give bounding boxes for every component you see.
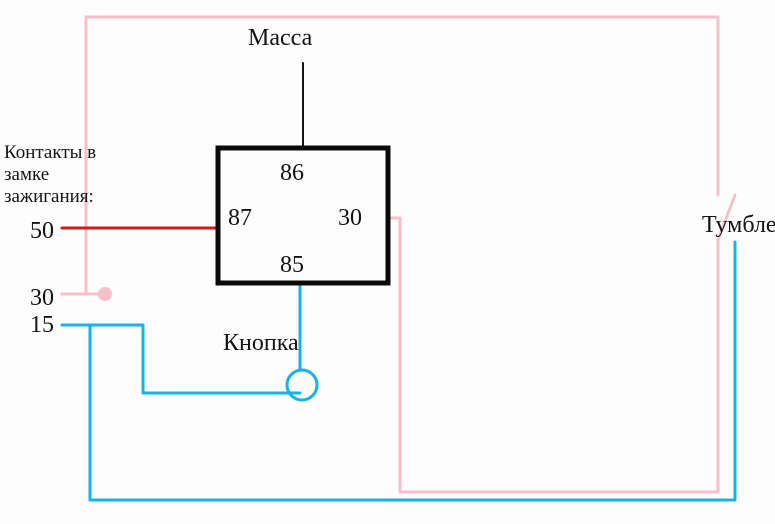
label-contacts-0: Контакты в [4,142,96,163]
label-contacts-1: замке [4,164,49,185]
label-massa: Масса [248,25,313,51]
button-circle[interactable] [287,370,317,400]
label-contacts-2: зажигания: [4,186,94,207]
label-pin30: 30 [338,205,362,231]
label-pin86: 86 [280,160,304,186]
label-pin87: 87 [228,205,252,231]
label-k50: 50 [30,218,54,244]
label-tumbler: Тумблер [702,212,775,238]
label-k30: 30 [30,285,54,311]
label-k15: 15 [30,312,54,338]
label-knopka: Кнопка [223,330,299,356]
circuit-diagram: Масса 86 87 30 85 Контакты взамкезажигания: 50… [0,0,775,524]
label-pin85: 85 [280,252,304,278]
